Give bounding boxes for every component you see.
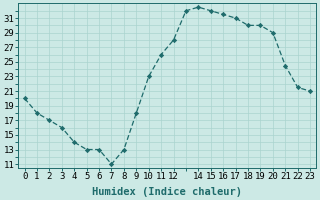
X-axis label: Humidex (Indice chaleur): Humidex (Indice chaleur) <box>92 186 242 197</box>
